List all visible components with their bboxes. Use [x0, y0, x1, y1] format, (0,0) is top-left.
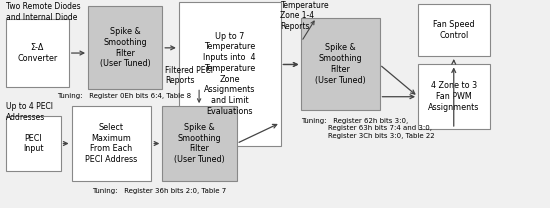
Text: Σ-Δ
Converter: Σ-Δ Converter [17, 43, 57, 63]
Text: PECI
Input: PECI Input [23, 134, 43, 153]
Text: Temperature
Zone 1-4
Reports: Temperature Zone 1-4 Reports [280, 1, 329, 31]
Text: Spike &
Smoothing
Filter
(User Tuned): Spike & Smoothing Filter (User Tuned) [174, 123, 225, 164]
Text: Up to 7
Temperature
Inputs into  4
Temperature
Zone
Assignments
and Limit
Evalua: Up to 7 Temperature Inputs into 4 Temper… [204, 32, 256, 116]
Text: 4 Zone to 3
Fan PWM
Assignments: 4 Zone to 3 Fan PWM Assignments [428, 82, 480, 112]
Bar [418, 4, 490, 56]
Bar [301, 18, 380, 110]
Bar [6, 19, 69, 87]
Bar [418, 64, 490, 129]
Text: Filtered PECI
Reports: Filtered PECI Reports [165, 66, 213, 85]
Bar [72, 106, 151, 181]
Text: Two Remote Diodes
and Internal Diode: Two Remote Diodes and Internal Diode [6, 2, 80, 22]
Text: Spike &
Smoothing
Filter
(User Tuned): Spike & Smoothing Filter (User Tuned) [100, 27, 151, 68]
Bar [88, 6, 162, 89]
Text: Spike &
Smoothing
Filter
(User Tuned): Spike & Smoothing Filter (User Tuned) [315, 43, 366, 85]
Bar [162, 106, 236, 181]
Bar [6, 116, 60, 171]
Text: Tuning:   Register 62h bits 3:0,
            Register 63h bits 7:4 and 3:0,
    : Tuning: Register 62h bits 3:0, Register … [301, 118, 435, 139]
Text: Fan Speed
Control: Fan Speed Control [433, 20, 475, 40]
Bar [179, 2, 280, 146]
Text: Up to 4 PECI
Addresses: Up to 4 PECI Addresses [6, 102, 52, 122]
Text: Tuning:   Register 0Eh bits 6:4, Table 8: Tuning: Register 0Eh bits 6:4, Table 8 [57, 93, 191, 99]
Text: Tuning:   Register 36h bits 2:0, Table 7: Tuning: Register 36h bits 2:0, Table 7 [92, 188, 227, 194]
Text: Select
Maximum
From Each
PECI Address: Select Maximum From Each PECI Address [85, 123, 138, 164]
